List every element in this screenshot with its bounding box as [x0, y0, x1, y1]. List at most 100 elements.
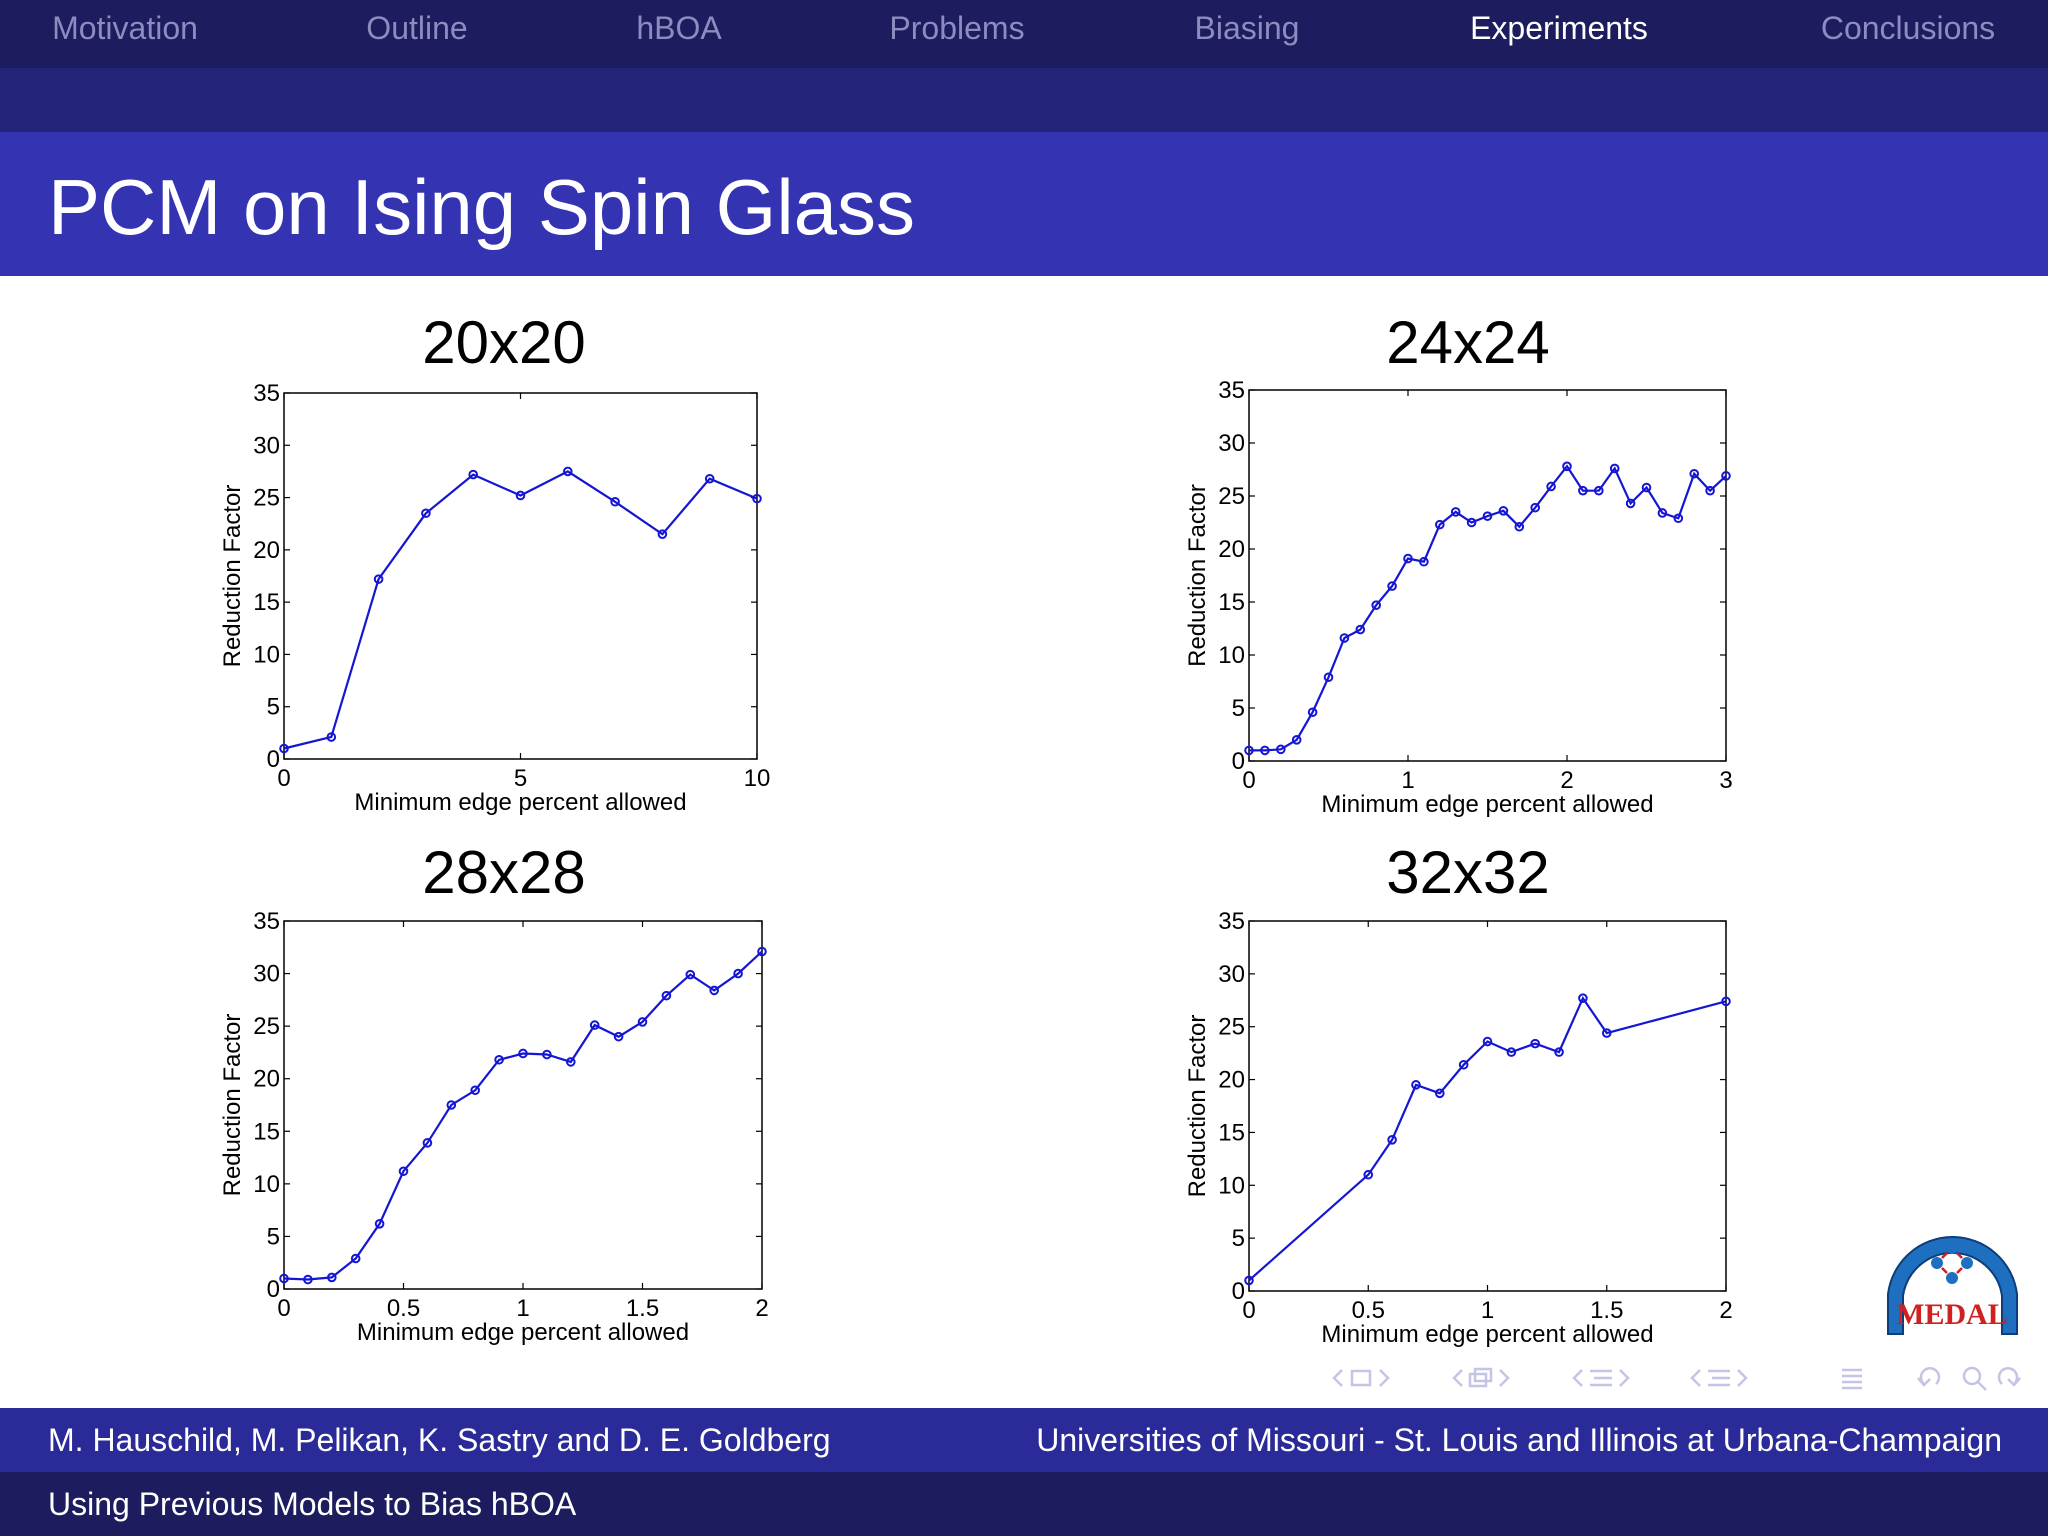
data-point-20x20 — [421, 508, 431, 519]
data-point-32x32 — [1601, 1028, 1612, 1038]
document-icon[interactable] — [1842, 1368, 1862, 1390]
x-tick-label-24x24: 0 — [1242, 767, 1255, 794]
data-point-28x28 — [613, 1031, 624, 1042]
y-tick-label-28x28: 0 — [267, 1276, 280, 1303]
data-point-24x24 — [1498, 506, 1509, 516]
beamer-navigation-symbols — [1332, 1367, 1748, 1388]
nav-prev-frame-icon[interactable] — [1332, 1369, 1343, 1387]
data-point-24x24 — [1355, 624, 1366, 635]
data-point-32x32 — [1458, 1059, 1469, 1070]
footer-bar: M. Hauschild, M. Pelikan, K. Sastry and … — [0, 1408, 2048, 1472]
frame-icon[interactable] — [1350, 1369, 1372, 1387]
plot-frame-28x28 — [283, 920, 763, 1290]
forward-icon[interactable] — [1997, 1367, 2019, 1385]
data-point-28x28 — [446, 1100, 457, 1110]
logo-text: MEDAL — [1896, 1298, 2008, 1331]
y-tick-label-24x24: 25 — [1218, 483, 1245, 510]
nav-item-hboa[interactable]: hBOA — [636, 10, 722, 46]
nav-item-outline[interactable]: Outline — [366, 10, 468, 46]
series-line-28x28 — [283, 950, 763, 1281]
y-tick-label-28x28: 35 — [253, 908, 280, 935]
footer-talk-title: Using Previous Models to Bias hBOA — [48, 1486, 577, 1522]
search-icon[interactable] — [1962, 1366, 1982, 1386]
data-point-28x28 — [303, 1274, 313, 1285]
title-bar: PCM on Ising Spin Glass — [0, 132, 2048, 276]
data-point-28x28 — [327, 1272, 337, 1283]
data-point-32x32 — [1506, 1047, 1517, 1057]
data-point-20x20 — [373, 574, 384, 584]
y-tick-label-32x32: 25 — [1218, 1014, 1245, 1041]
chart-title-32x32: 32x32 — [1386, 839, 1550, 906]
data-point-24x24 — [1482, 511, 1493, 521]
x-axis-label-20x20: Minimum edge percent allowed — [354, 789, 686, 816]
slide-icon[interactable] — [1708, 1369, 1730, 1387]
data-point-28x28 — [685, 969, 696, 980]
nav-prev-section-icon[interactable] — [1572, 1369, 1583, 1387]
back-icon[interactable] — [1919, 1367, 1941, 1385]
data-point-32x32 — [1721, 996, 1731, 1007]
y-tick-label-24x24: 30 — [1218, 430, 1245, 457]
nav-prev-subsection-icon[interactable] — [1452, 1369, 1463, 1387]
data-point-32x32 — [1554, 1047, 1564, 1057]
data-point-24x24 — [1387, 581, 1397, 591]
data-point-24x24 — [1657, 508, 1668, 518]
data-point-28x28 — [374, 1219, 385, 1229]
data-point-20x20 — [563, 466, 573, 477]
data-point-32x32 — [1363, 1169, 1374, 1180]
data-point-24x24 — [1466, 517, 1477, 528]
nav-item-experiments[interactable]: Experiments — [1470, 10, 1648, 46]
data-point-28x28 — [566, 1057, 576, 1067]
nav-next-frame-icon[interactable] — [1379, 1369, 1390, 1387]
y-tick-label-20x20: 10 — [253, 641, 280, 668]
data-point-28x28 — [398, 1166, 409, 1177]
nav-next-subsection-icon[interactable] — [1499, 1369, 1510, 1387]
x-tick-label-24x24: 2 — [1560, 767, 1573, 794]
data-point-24x24 — [1578, 485, 1588, 496]
plot-frame-20x20 — [283, 392, 758, 760]
nav-item-problems[interactable]: Problems — [889, 10, 1025, 46]
x-tick-label-24x24: 3 — [1719, 767, 1732, 794]
data-point-28x28 — [494, 1054, 504, 1065]
plot-frame-24x24 — [1248, 389, 1727, 762]
beamer-navigation-tools — [1842, 1366, 2021, 1391]
x-tick-label-20x20: 5 — [514, 765, 527, 792]
y-axis-label-20x20: Reduction Factor — [219, 485, 246, 668]
footer-title-bar: Using Previous Models to Bias hBOA — [0, 1472, 2048, 1536]
data-point-32x32 — [1387, 1135, 1397, 1145]
data-point-24x24 — [1371, 600, 1381, 610]
data-point-24x24 — [1307, 707, 1318, 718]
y-tick-label-32x32: 10 — [1218, 1172, 1245, 1199]
data-point-24x24 — [1546, 481, 1556, 492]
nav-item-conclusions[interactable]: Conclusions — [1820, 10, 1996, 46]
data-point-24x24 — [1260, 745, 1270, 756]
nav-next-section-icon[interactable] — [1619, 1369, 1630, 1387]
x-tick-label-32x32: 0.5 — [1352, 1297, 1385, 1324]
section-icon[interactable] — [1590, 1369, 1612, 1387]
data-point-28x28 — [422, 1138, 433, 1148]
data-point-24x24 — [1721, 471, 1731, 481]
data-point-32x32 — [1411, 1080, 1421, 1090]
footer-affiliation: Universities of Missouri - St. Louis and… — [1036, 1422, 2002, 1458]
y-tick-label-20x20: 20 — [253, 537, 280, 564]
series-line-32x32 — [1248, 995, 1727, 1282]
nav-prev-slide-icon[interactable] — [1690, 1369, 1701, 1387]
series-line-24x24 — [1249, 464, 1727, 752]
chart-title-20x20: 20x20 — [422, 309, 586, 376]
x-tick-label-24x24: 1 — [1401, 767, 1414, 794]
y-tick-label-24x24: 10 — [1218, 642, 1245, 669]
data-point-20x20 — [279, 743, 289, 754]
x-tick-label-20x20: 0 — [277, 765, 290, 792]
nav-item-biasing[interactable]: Biasing — [1194, 10, 1300, 46]
section-navbar: Motivation Outline hBOA Problems Biasing… — [0, 0, 2048, 68]
data-point-24x24 — [1276, 744, 1286, 755]
data-point-24x24 — [1673, 513, 1684, 524]
x-tick-label-32x32: 2 — [1719, 1297, 1732, 1324]
x-axis-label-28x28: Minimum edge percent allowed — [357, 1319, 689, 1346]
data-point-28x28 — [661, 990, 672, 1001]
y-tick-label-32x32: 15 — [1218, 1119, 1245, 1146]
subsection-bar — [0, 68, 2048, 132]
nav-item-motivation[interactable]: Motivation — [52, 10, 198, 46]
y-tick-label-24x24: 15 — [1218, 589, 1245, 616]
data-point-28x28 — [757, 946, 767, 957]
nav-next-slide-icon[interactable] — [1737, 1369, 1748, 1387]
